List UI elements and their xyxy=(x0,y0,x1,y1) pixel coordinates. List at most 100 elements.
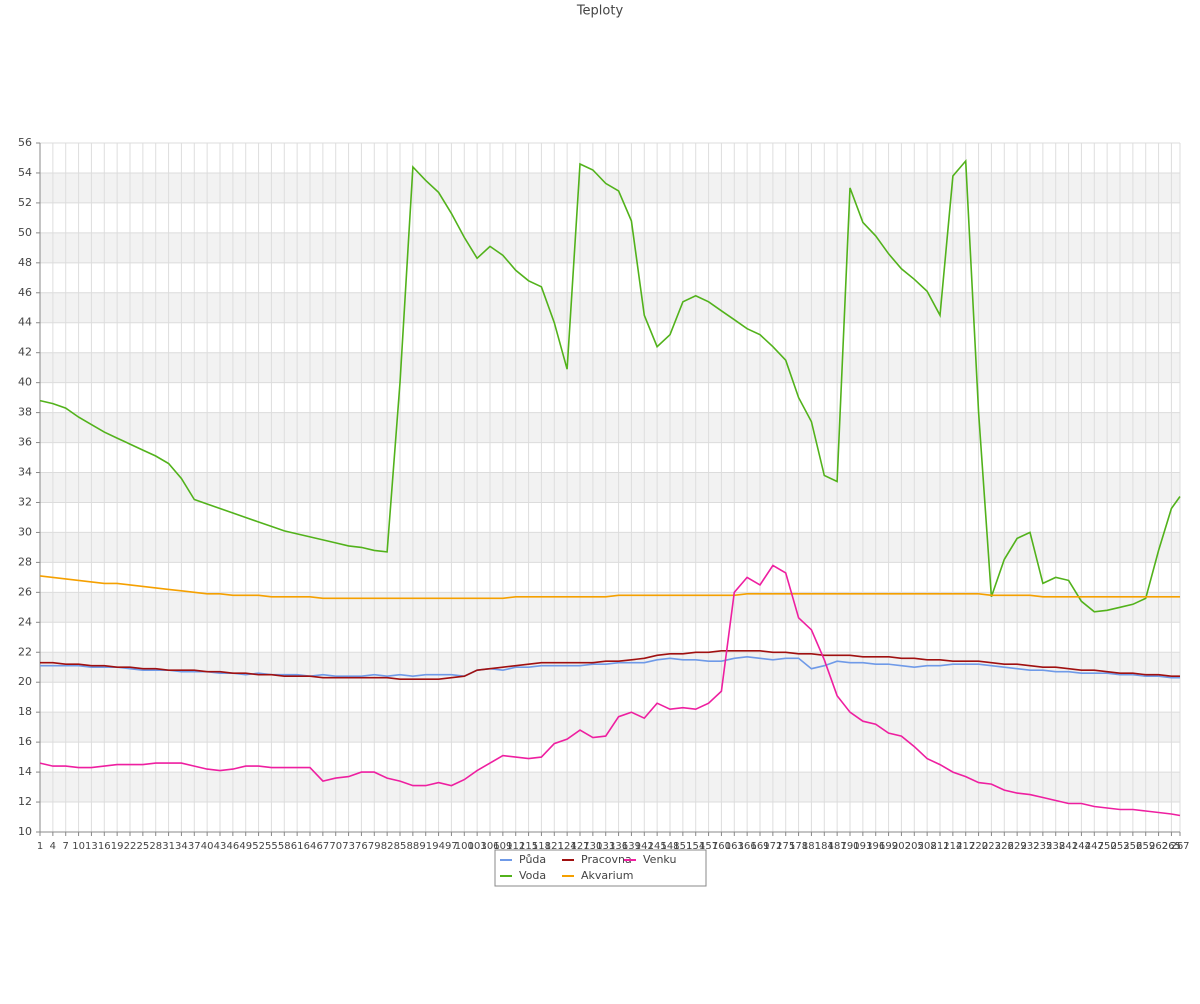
x-tick-label: 52 xyxy=(252,841,265,852)
x-tick-label: 190 xyxy=(840,841,859,852)
x-tick-label: 181 xyxy=(802,841,821,852)
x-tick-label: 151 xyxy=(673,841,692,852)
x-tick-label: 16 xyxy=(98,841,111,852)
grid-band xyxy=(40,352,1180,383)
grid-band xyxy=(40,772,1180,803)
x-tick-label: 43 xyxy=(214,841,227,852)
y-tick-label: 42 xyxy=(18,346,32,359)
y-tick-label: 38 xyxy=(18,406,32,419)
y-tick-label: 44 xyxy=(18,316,32,329)
y-tick-label: 56 xyxy=(18,136,32,149)
x-tick-label: 184 xyxy=(815,841,834,852)
x-tick-label: 175 xyxy=(776,841,795,852)
x-tick-label: 79 xyxy=(368,841,381,852)
x-tick-label: 193 xyxy=(853,841,872,852)
x-tick-label: 112 xyxy=(506,841,525,852)
x-tick-label: 37 xyxy=(188,841,201,852)
y-tick-label: 46 xyxy=(18,286,32,299)
grid-band xyxy=(40,652,1180,683)
x-tick-label: 160 xyxy=(712,841,731,852)
legend-box xyxy=(494,849,707,887)
y-tick-label: 18 xyxy=(18,705,32,718)
x-tick-label: 1 xyxy=(37,841,43,852)
x-tick-label: 259 xyxy=(1136,841,1155,852)
x-tick-label: 85 xyxy=(394,841,407,852)
x-tick-label: 154 xyxy=(686,841,705,852)
y-tick-label: 40 xyxy=(18,376,32,389)
grid-band xyxy=(40,532,1180,563)
x-tick-label: 22 xyxy=(124,841,137,852)
grid-band xyxy=(40,472,1180,503)
x-tick-label: 157 xyxy=(699,841,718,852)
y-tick-label: 26 xyxy=(18,585,32,598)
x-tick-label: 49 xyxy=(239,841,252,852)
x-tick-label: 148 xyxy=(660,841,679,852)
x-tick-label: 262 xyxy=(1149,841,1168,852)
x-tick-label: 7 xyxy=(63,841,69,852)
x-tick-label: 46 xyxy=(226,841,239,852)
series-line xyxy=(39,575,1180,600)
x-tick-label: 4 xyxy=(50,841,56,852)
grid-band xyxy=(40,292,1180,323)
x-tick-label: 94 xyxy=(432,841,445,852)
x-tick-label: 124 xyxy=(558,841,577,852)
y-tick-label: 30 xyxy=(18,525,32,538)
x-tick-label: 223 xyxy=(982,841,1001,852)
x-tick-label: 103 xyxy=(468,841,487,852)
y-tick-label: 28 xyxy=(18,555,32,568)
x-tick-label: 199 xyxy=(879,841,898,852)
x-tick-label: 178 xyxy=(789,841,808,852)
x-tick-label: 208 xyxy=(918,841,937,852)
series-line xyxy=(39,564,1181,817)
x-tick-label: 253 xyxy=(1110,841,1129,852)
x-tick-label: 139 xyxy=(622,841,641,852)
grid-band xyxy=(40,172,1180,203)
chart-title: Teploty xyxy=(576,4,624,19)
x-tick-label: 241 xyxy=(1059,841,1078,852)
x-tick-label: 235 xyxy=(1033,841,1052,852)
y-tick-label: 12 xyxy=(18,795,32,808)
grid-band xyxy=(40,712,1180,743)
y-tick-label: 24 xyxy=(18,615,32,628)
x-tick-label: 70 xyxy=(329,841,342,852)
x-tick-label: 121 xyxy=(545,841,564,852)
x-tick-label: 64 xyxy=(304,841,317,852)
x-tick-label: 97 xyxy=(445,841,458,852)
x-tick-label: 91 xyxy=(419,841,432,852)
x-tick-label: 187 xyxy=(828,841,847,852)
x-tick-label: 19 xyxy=(111,841,124,852)
x-tick-label: 58 xyxy=(278,841,291,852)
x-tick-label: 172 xyxy=(763,841,782,852)
x-tick-label: 28 xyxy=(149,841,162,852)
legend-label: Akvarium xyxy=(581,869,633,882)
y-tick-label: 16 xyxy=(18,735,32,748)
legend-label: Voda xyxy=(519,869,546,882)
x-tick-label: 88 xyxy=(406,841,419,852)
x-tick-label: 118 xyxy=(532,841,551,852)
x-tick-label: 13 xyxy=(85,841,98,852)
y-tick-label: 34 xyxy=(18,466,32,479)
x-tick-label: 73 xyxy=(342,841,355,852)
x-tick-label: 238 xyxy=(1046,841,1065,852)
x-tick-label: 214 xyxy=(943,841,962,852)
x-tick-label: 10 xyxy=(72,841,85,852)
x-tick-label: 211 xyxy=(930,841,949,852)
x-tick-label: 82 xyxy=(381,841,394,852)
x-tick-label: 136 xyxy=(609,841,628,852)
x-tick-label: 67 xyxy=(316,841,329,852)
grid-band xyxy=(40,592,1180,623)
x-tick-label: 205 xyxy=(905,841,924,852)
x-tick-label: 31 xyxy=(162,841,175,852)
legend-label: Půda xyxy=(519,853,546,866)
x-tick-label: 100 xyxy=(455,841,474,852)
legend-label: Pracovna xyxy=(581,853,632,866)
x-tick-label: 244 xyxy=(1072,841,1091,852)
x-tick-label: 232 xyxy=(1020,841,1039,852)
y-tick-label: 14 xyxy=(18,765,32,778)
x-tick-label: 76 xyxy=(355,841,368,852)
x-tick-label: 265 xyxy=(1162,841,1181,852)
series-line xyxy=(40,650,1180,680)
legend: Půda Voda Pracovna Akvarium Venku xyxy=(494,849,707,887)
